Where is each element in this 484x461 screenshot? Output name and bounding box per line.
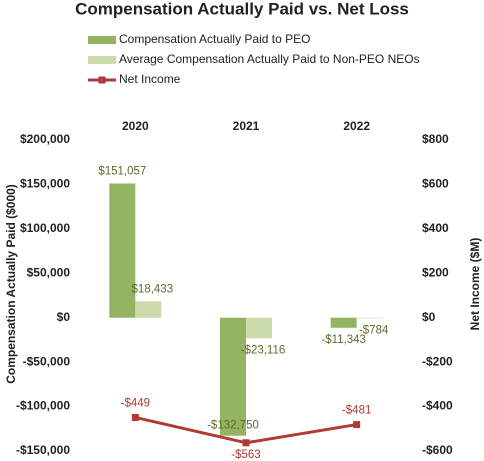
y2-tick-label: -$200: [422, 354, 453, 368]
y2-tick-label: $0: [422, 310, 436, 324]
line-marker: [353, 421, 361, 429]
x-tick-label: 2021: [233, 119, 260, 133]
data-label: -$563: [231, 449, 260, 461]
line-marker: [242, 439, 250, 447]
y-tick-label: $100,000: [20, 221, 70, 235]
data-label: $18,433: [132, 283, 174, 295]
y2-tick-label: $800: [422, 132, 449, 146]
y-tick-label: $200,000: [20, 132, 70, 146]
bar: [135, 301, 162, 318]
bar: [109, 183, 136, 318]
y-tick-label: $50,000: [27, 265, 71, 279]
y-tick-label: $0: [57, 310, 71, 324]
x-tick-label: 2022: [343, 119, 370, 133]
y2-tick-label: -$600: [422, 443, 453, 457]
y-axis-title: Compensation Actually Paid ($000): [4, 184, 18, 384]
chart-title: Compensation Actually Paid vs. Net Loss: [75, 0, 409, 18]
y2-axis-title: Net Income ($M): [468, 238, 482, 331]
y2-tick-label: $600: [422, 177, 449, 191]
legend-label: Compensation Actually Paid to PEO: [119, 32, 310, 46]
legend-swatch: [98, 76, 106, 84]
x-tick-label: 2020: [122, 119, 149, 133]
data-label: -$784: [359, 324, 389, 336]
data-label: -$449: [121, 397, 150, 409]
legend-swatch: [88, 56, 116, 64]
legend-label: Net Income: [119, 72, 181, 86]
data-label: $151,057: [98, 166, 146, 178]
y2-tick-label: $400: [422, 221, 449, 235]
y2-tick-label: -$400: [422, 399, 453, 413]
bar: [356, 317, 383, 319]
data-label: -$11,343: [321, 334, 366, 346]
data-label: -$132,750: [207, 420, 259, 432]
legend-swatch: [88, 36, 116, 44]
y-tick-label: -$150,000: [16, 443, 70, 457]
bar: [246, 317, 272, 339]
line-marker: [131, 413, 139, 421]
bar: [220, 317, 246, 436]
bar: [330, 317, 357, 328]
y-tick-label: $150,000: [20, 177, 70, 191]
y-tick-label: -$100,000: [16, 399, 70, 413]
data-label: -$481: [342, 405, 371, 417]
data-label: -$23,116: [241, 344, 286, 356]
y2-tick-label: $200: [422, 265, 449, 279]
y-tick-label: -$50,000: [23, 354, 71, 368]
legend-label: Average Compensation Actually Paid to No…: [119, 52, 420, 66]
